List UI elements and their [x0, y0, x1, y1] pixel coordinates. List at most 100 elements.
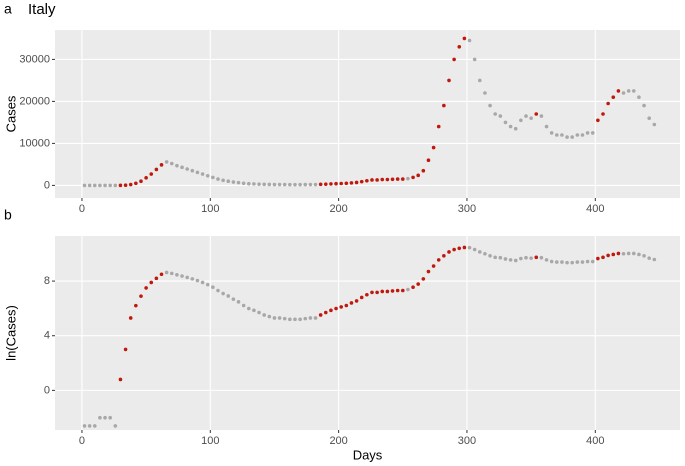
point: [467, 245, 472, 250]
point: [272, 316, 277, 320]
point: [169, 161, 174, 166]
point: [277, 182, 282, 187]
point: [477, 78, 482, 83]
point: [303, 182, 308, 187]
point: [231, 180, 236, 184]
point: [298, 182, 302, 187]
point: [226, 294, 231, 298]
x-tick-label: 400: [586, 435, 604, 447]
point: [611, 95, 616, 99]
point: [154, 167, 159, 172]
point: [323, 182, 328, 186]
point: [585, 259, 590, 264]
point: [436, 258, 441, 262]
point: [390, 289, 395, 293]
point: [416, 282, 420, 286]
point: [442, 103, 446, 108]
point: [344, 303, 349, 308]
point: [642, 254, 646, 258]
point: [134, 303, 138, 308]
point: [108, 415, 112, 420]
point: [637, 95, 641, 99]
point: [344, 181, 349, 186]
point: [375, 290, 379, 295]
point: [452, 247, 456, 252]
point: [585, 131, 590, 135]
point: [524, 255, 528, 260]
point: [539, 114, 544, 118]
point: [447, 250, 451, 254]
point: [359, 295, 364, 300]
point: [221, 178, 225, 183]
point: [252, 308, 256, 313]
point: [288, 317, 292, 322]
point: [267, 182, 272, 187]
point: [390, 177, 395, 182]
point: [313, 182, 318, 187]
point: [400, 177, 405, 181]
point: [375, 178, 379, 182]
panel-background: [55, 236, 680, 430]
point: [380, 177, 385, 182]
point: [606, 253, 610, 258]
point: [431, 264, 436, 268]
point: [180, 274, 184, 278]
point: [277, 316, 282, 320]
point: [334, 181, 338, 186]
point: [421, 168, 426, 173]
point: [149, 280, 154, 285]
chart-title: Italy: [28, 1, 56, 18]
point: [442, 254, 446, 258]
point: [318, 182, 323, 187]
point: [503, 120, 508, 125]
point: [128, 316, 133, 320]
point: [534, 255, 539, 260]
point: [385, 289, 390, 294]
point: [257, 310, 261, 315]
point: [503, 257, 508, 261]
point: [98, 183, 102, 188]
point: [406, 176, 410, 181]
point: [493, 255, 497, 260]
point: [303, 316, 308, 321]
point: [395, 177, 400, 181]
point: [349, 301, 354, 305]
point: [508, 124, 513, 129]
point: [400, 288, 405, 293]
panel-background: [55, 30, 680, 198]
x-tick-label: 0: [79, 203, 85, 215]
point: [370, 290, 374, 295]
point: [498, 255, 503, 260]
point: [128, 182, 133, 187]
point: [144, 176, 148, 180]
point: [308, 316, 313, 320]
point: [426, 158, 431, 162]
point: [318, 313, 323, 317]
y-tick-label: 20000: [19, 95, 50, 107]
point: [231, 297, 236, 301]
point: [601, 255, 605, 260]
point: [488, 254, 492, 258]
point: [606, 101, 610, 106]
point: [175, 273, 179, 277]
point: [652, 122, 657, 127]
x-tick-label: 300: [458, 435, 476, 447]
point: [483, 91, 487, 95]
point: [118, 183, 123, 188]
point: [82, 424, 87, 428]
point: [616, 251, 621, 256]
point: [513, 126, 518, 131]
y-tick-label: 8: [44, 275, 50, 287]
y-tick-label: 30000: [19, 53, 50, 65]
x-tick-label: 200: [329, 435, 347, 447]
point: [164, 270, 169, 275]
point: [539, 255, 544, 260]
point: [354, 180, 359, 185]
point: [647, 256, 651, 260]
point: [236, 180, 241, 185]
point: [149, 172, 154, 176]
point: [200, 172, 205, 176]
point: [175, 163, 179, 168]
point: [262, 313, 266, 317]
